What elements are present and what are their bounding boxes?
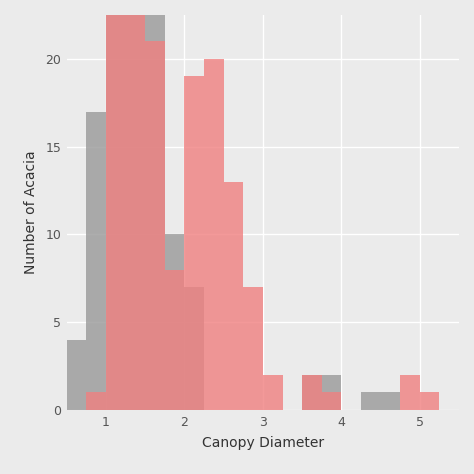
Bar: [400, 375, 420, 410]
Bar: [165, 270, 184, 410]
Bar: [126, 0, 146, 410]
Y-axis label: Number of Acacia: Number of Acacia: [25, 151, 38, 274]
Bar: [165, 235, 184, 410]
Bar: [106, 0, 126, 410]
X-axis label: Canopy Diameter: Canopy Diameter: [202, 436, 324, 449]
Bar: [263, 375, 283, 410]
Bar: [67, 340, 86, 410]
Bar: [322, 375, 341, 410]
Bar: [146, 0, 165, 410]
Bar: [361, 392, 381, 410]
Bar: [224, 182, 243, 410]
Bar: [86, 392, 106, 410]
Bar: [184, 287, 204, 410]
Bar: [302, 375, 322, 410]
Bar: [302, 375, 322, 410]
Bar: [86, 111, 106, 410]
Bar: [322, 392, 341, 410]
Bar: [204, 59, 224, 410]
Bar: [106, 0, 126, 410]
Bar: [243, 287, 263, 410]
Bar: [146, 41, 165, 410]
Bar: [184, 76, 204, 410]
Bar: [126, 0, 146, 410]
Bar: [381, 392, 400, 410]
Bar: [420, 392, 439, 410]
